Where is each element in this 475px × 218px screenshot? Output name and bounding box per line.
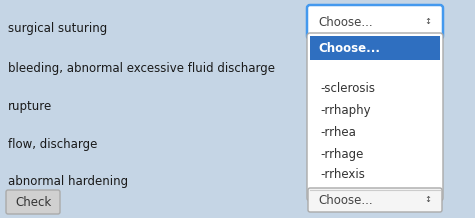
Text: -rrhage: -rrhage	[320, 148, 363, 161]
FancyBboxPatch shape	[307, 5, 443, 39]
Text: surgical suturing: surgical suturing	[8, 22, 107, 35]
Text: rupture: rupture	[8, 100, 52, 113]
FancyBboxPatch shape	[307, 33, 443, 201]
Text: Choose...: Choose...	[318, 194, 372, 206]
Text: Choose...: Choose...	[318, 41, 380, 54]
Text: Choose...: Choose...	[318, 15, 372, 29]
Bar	[310, 36, 440, 60]
Text: bleeding, abnormal excessive fluid discharge: bleeding, abnormal excessive fluid disch…	[8, 62, 275, 75]
Text: -rrhea: -rrhea	[320, 126, 356, 139]
FancyBboxPatch shape	[308, 188, 442, 212]
Text: -rrhaphy: -rrhaphy	[320, 104, 370, 117]
Text: ↕: ↕	[425, 196, 431, 204]
Text: ↕: ↕	[425, 17, 431, 27]
Text: -sclerosis: -sclerosis	[320, 82, 375, 95]
Text: Check: Check	[15, 196, 51, 208]
FancyBboxPatch shape	[6, 190, 60, 214]
Text: -rrhexis: -rrhexis	[320, 168, 365, 181]
Text: flow, discharge: flow, discharge	[8, 138, 97, 151]
Text: abnormal hardening: abnormal hardening	[8, 175, 128, 188]
